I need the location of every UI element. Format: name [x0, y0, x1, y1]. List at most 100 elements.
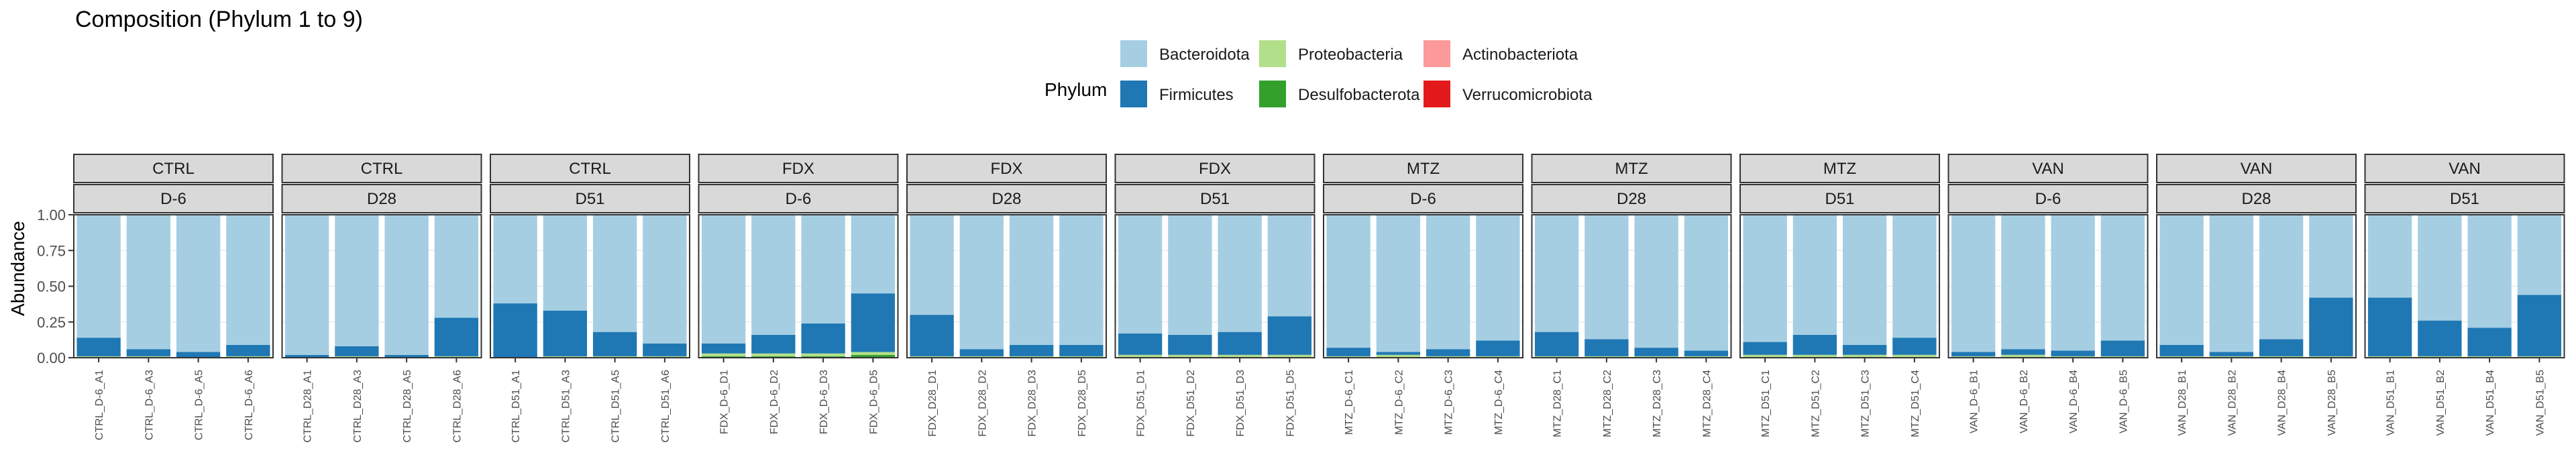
bar-segment-proteobacteria — [1118, 354, 1163, 358]
bar-segment-firmicutes — [543, 310, 588, 356]
x-tick-label: MTZ_D-6_C1 — [1344, 370, 1355, 435]
bar-segment-proteobacteria — [1951, 356, 1996, 358]
bar-segment-proteobacteria — [1892, 354, 1937, 358]
legend-items: Bacteroidota Firmicutes Proteobacteria Desu… — [1120, 40, 1593, 107]
bar-segment-firmicutes — [1585, 339, 1629, 356]
facet-strip-group — [906, 154, 1107, 183]
facet-strip-group-label: CTRL — [569, 160, 611, 178]
y-axis: 0.00 0.25 0.50 0.75 1.00 — [37, 207, 74, 366]
facet-strip-day — [1947, 184, 2149, 213]
bar-segment-proteobacteria — [1476, 356, 1520, 358]
y-tick-label: 0.50 — [37, 279, 66, 295]
bar-segment-proteobacteria — [1326, 356, 1371, 358]
bar-segment-bacteroidota — [1684, 215, 1729, 351]
facet-panels: CTRL D-6 CTRL_D-6_A1 CTRL_D-6_A3 CTRL_D-6_A5… — [73, 154, 2565, 443]
x-tick-label: VAN_D51_B5 — [2534, 370, 2546, 436]
x-tick-label: FDX_D51_D1 — [1136, 370, 1147, 437]
bar-segment-firmicutes — [2100, 340, 2145, 356]
bar-segment-proteobacteria — [76, 356, 121, 358]
facet-panel: VAN D28 VAN_D28_B1 VAN_D28_B2 VAN_D28_B4 VAN_… — [2156, 154, 2357, 436]
bar-segment-proteobacteria — [1842, 354, 1887, 358]
bar-segment-proteobacteria — [801, 353, 845, 356]
legend-label: Desulfobacterota — [1298, 86, 1420, 104]
facet-panel: FDX D-6 FDX_D-6_D1 FDX_D-6_D2 FDX_D-6_D3 FDX_… — [698, 154, 899, 434]
bar-segment-bacteroidota — [2467, 215, 2512, 328]
x-tick-label: VAN_D-6_B5 — [2118, 370, 2129, 434]
x-tick-label: FDX_D-6_D2 — [769, 370, 780, 434]
bar-segment-bacteroidota — [751, 215, 796, 335]
bar-segment-firmicutes — [2001, 349, 2045, 355]
facet-strip-group — [490, 154, 690, 183]
bar-segment-proteobacteria — [592, 356, 637, 358]
bar-segment-proteobacteria — [851, 352, 896, 355]
bar-segment-proteobacteria — [1009, 356, 1054, 358]
facet-panel: VAN D-6 VAN_D-6_B1 VAN_D-6_B2 VAN_D-6_B4 VAN_… — [1947, 154, 2149, 434]
bar-segment-firmicutes — [801, 323, 845, 354]
bar-segment-firmicutes — [176, 352, 221, 358]
bar-segment-bacteroidota — [1892, 215, 1937, 338]
bar-segment-proteobacteria — [2159, 356, 2204, 358]
bar-segment-proteobacteria — [1218, 354, 1262, 358]
panel-border — [1739, 214, 1940, 358]
bar-segment-bacteroidota — [1326, 215, 1371, 348]
facet-strip-day — [490, 184, 690, 213]
x-tick-label: FDX_D-6_D1 — [719, 370, 731, 434]
bar-segment-proteobacteria — [1743, 354, 1787, 358]
facet-strip-day — [73, 184, 274, 213]
bar-segment-firmicutes — [434, 317, 479, 356]
bar-segment-bacteroidota — [1118, 215, 1163, 334]
panel-border — [2364, 214, 2565, 358]
y-tick-label: 0.00 — [37, 350, 66, 366]
bar-segment-proteobacteria — [226, 356, 270, 358]
bar-segment-bacteroidota — [1267, 215, 1312, 317]
facet-strip-group-label: CTRL — [152, 160, 195, 178]
facet-strip-group-label: MTZ — [1407, 160, 1440, 178]
legend-title: Phylum — [1044, 79, 1107, 100]
legend-swatch — [1120, 40, 1147, 67]
bar-segment-bacteroidota — [2051, 215, 2095, 351]
bar-segment-firmicutes — [226, 344, 270, 356]
bar-segment-bacteroidota — [910, 215, 954, 315]
y-tick-label: 0.75 — [37, 242, 66, 259]
bar-segment-bacteroidota — [76, 215, 121, 338]
legend-swatch — [1424, 40, 1450, 67]
bar-segment-firmicutes — [493, 303, 537, 358]
bar-segment-proteobacteria — [643, 356, 687, 358]
facet-strip-day — [2364, 184, 2565, 213]
bar-segment-proteobacteria — [1376, 354, 1421, 358]
legend-label: Firmicutes — [1159, 86, 1234, 104]
facet-strip-group — [1947, 154, 2149, 183]
y-tick-label: 1.00 — [37, 207, 66, 223]
x-tick-label: MTZ_D51_C3 — [1860, 370, 1872, 438]
bar-segment-proteobacteria — [2367, 356, 2412, 358]
x-tick-label: VAN_D28_B2 — [2226, 370, 2238, 436]
facet-panel: CTRL D28 CTRL_D28_A1 CTRL_D28_A3 CTRL_D28_A5… — [281, 154, 482, 443]
bar-segment-bacteroidota — [1059, 215, 1104, 345]
bar-segment-firmicutes — [643, 343, 687, 356]
facet-strip-group — [1531, 154, 1732, 183]
bar-segment-proteobacteria — [701, 353, 746, 356]
bar-segment-firmicutes — [1476, 340, 1520, 356]
facet-strip-group-label: VAN — [2032, 160, 2064, 178]
bar-segment-desulfobacterota — [851, 354, 896, 358]
bar-segment-desulfobacterota — [751, 356, 796, 358]
panel-border — [73, 214, 274, 358]
x-tick-label: VAN_D-6_B1 — [1969, 370, 1980, 434]
facet-strip-group — [1114, 154, 1316, 183]
panel-border — [1323, 214, 1523, 358]
x-tick-label: VAN_D51_B2 — [2435, 370, 2447, 436]
facet-strip-day — [1739, 184, 1940, 213]
x-tick-label: CTRL_D28_A1 — [303, 370, 314, 443]
bar-segment-proteobacteria — [335, 356, 379, 358]
bar-segment-firmicutes — [2209, 352, 2254, 356]
x-tick-label: CTRL_D-6_A6 — [244, 370, 255, 440]
panel-border — [1531, 214, 1732, 358]
bar-segment-bacteroidota — [2159, 215, 2204, 345]
bar-segment-firmicutes — [2517, 295, 2562, 356]
facet-panel: FDX D51 FDX_D51_D1 FDX_D51_D2 FDX_D51_D3 FDX_… — [1114, 154, 1316, 437]
x-tick-label: MTZ_D28_C3 — [1652, 370, 1663, 438]
bar-segment-firmicutes — [751, 334, 796, 354]
bar-segment-proteobacteria — [751, 353, 796, 356]
bar-segment-firmicutes — [1376, 352, 1421, 355]
